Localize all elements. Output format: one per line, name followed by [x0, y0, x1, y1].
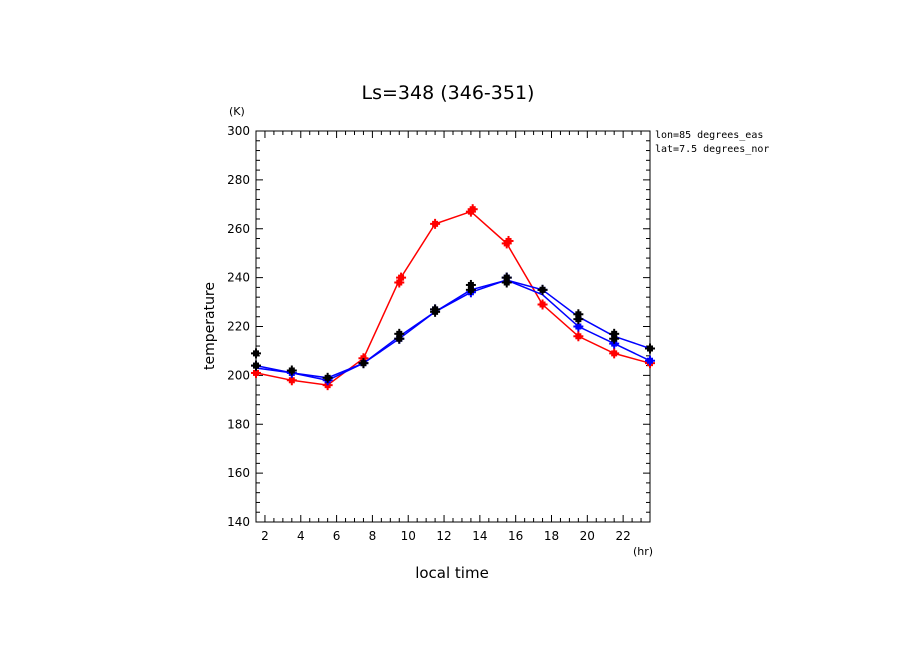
x-tick-label: 14	[472, 529, 487, 543]
series-3-marker-part	[647, 345, 653, 352]
series-0-marker-part	[539, 301, 546, 308]
y-tick-label: 140	[227, 515, 250, 529]
x-tick-label: 22	[615, 529, 630, 543]
series-3-marker-part	[432, 308, 439, 315]
series-0-point	[503, 235, 514, 246]
y-axis-unit: (K)	[229, 105, 245, 118]
series-0-marker-part	[396, 279, 403, 286]
series-0-point	[609, 348, 620, 359]
series-1-line	[255, 279, 651, 379]
x-tick-label: 20	[580, 529, 595, 543]
x-tick-label: 6	[333, 529, 341, 543]
y-tick-label: 300	[227, 124, 250, 138]
y-tick-label: 200	[227, 368, 250, 382]
series-3-point	[537, 284, 548, 295]
series-3-marker-part	[575, 316, 582, 323]
series-3-point	[465, 284, 476, 295]
series-3-point	[251, 360, 261, 371]
series-0-marker-part	[398, 274, 405, 281]
series-0-point	[467, 204, 478, 215]
series-3-point	[609, 333, 620, 344]
plot-area: 140 160 180 200 220 240 260 280 300 2 4 6 8 10 12 14 16 1…	[227, 124, 655, 543]
y-tick-label: 240	[227, 271, 250, 285]
series-0-marker-part	[253, 369, 259, 376]
series-2-line	[255, 279, 651, 382]
x-axis-label: local time	[415, 564, 489, 582]
x-tick-label: 18	[544, 529, 559, 543]
series-0-marker-part	[611, 350, 618, 357]
series-0-marker-part	[432, 220, 439, 227]
series-3-point	[645, 343, 655, 354]
y-tick-label: 220	[227, 320, 250, 334]
series-3-point	[430, 306, 441, 317]
y-tick-label: 180	[227, 417, 250, 431]
series-2-marker-part	[647, 357, 653, 364]
series-0-line	[255, 210, 651, 386]
series-0-point	[430, 218, 441, 229]
x-tick-label: 12	[436, 529, 451, 543]
series-3-marker-part	[611, 335, 618, 342]
annotation-lat: lat=7.5 degrees_nor	[655, 144, 769, 155]
y-tick-label: 280	[227, 173, 250, 187]
series-2-point	[645, 355, 655, 366]
x-tick-label: 2	[261, 529, 269, 543]
series-3-marker-part	[360, 360, 367, 367]
x-tick-label: 8	[369, 529, 377, 543]
series-0-marker-part	[469, 206, 476, 213]
y-tick-label: 260	[227, 222, 250, 236]
series-3-marker-part	[503, 279, 510, 286]
series-0-point	[537, 299, 548, 310]
chart-title: Ls=348 (346-351)	[362, 82, 535, 104]
x-tick-label: 16	[508, 529, 523, 543]
x-tick-label: 4	[297, 529, 305, 543]
series-0-marker-part	[575, 333, 582, 340]
series-3-marker-part	[253, 362, 259, 369]
y-axis-label: temperature	[202, 282, 218, 370]
x-axis-unit: (hr)	[633, 545, 653, 558]
series-2-marker-part	[575, 323, 582, 330]
y-tick-label: 160	[227, 466, 250, 480]
series-0-point	[396, 272, 407, 283]
series-0-point	[573, 331, 584, 342]
series-3-point	[501, 277, 512, 288]
series-3-point	[251, 348, 261, 359]
x-tick-label: 10	[401, 529, 416, 543]
series-3-point	[573, 314, 584, 325]
series-3-point	[286, 365, 297, 376]
series-3-point	[394, 333, 405, 344]
series-0-marker-part	[505, 237, 512, 244]
plot-frame	[255, 130, 651, 523]
annotation-lon: lon=85 degrees_eas	[655, 130, 763, 141]
series-3-marker-part	[396, 335, 403, 342]
series-3-point	[358, 358, 369, 369]
series-3-marker-part	[324, 374, 331, 381]
series-3-marker-part	[467, 286, 474, 293]
series-3-marker-part	[288, 367, 295, 374]
series-3-point	[322, 372, 333, 383]
series-0-marker-part	[288, 377, 295, 384]
series-3-marker-part	[253, 350, 259, 357]
series-3-marker-part	[539, 286, 546, 293]
